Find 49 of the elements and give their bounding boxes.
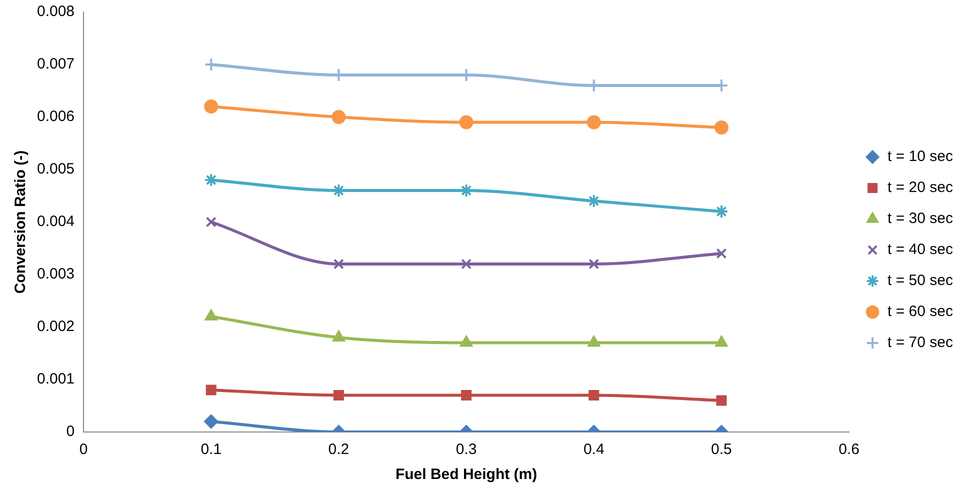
x-tick-label: 0.6 xyxy=(838,441,860,458)
y-tick-label: 0.007 xyxy=(36,56,75,73)
y-tick-label: 0.004 xyxy=(36,213,75,230)
point xyxy=(204,310,218,320)
point xyxy=(332,184,346,198)
point xyxy=(716,395,727,406)
point xyxy=(588,390,600,400)
legend-label: t = 30 sec xyxy=(888,210,954,228)
point xyxy=(588,258,600,270)
x-tick-label: 0.3 xyxy=(456,441,477,458)
y-axis-title: Conversion Ratio (-) xyxy=(12,150,30,294)
point xyxy=(460,336,472,347)
y-tick-label: 0.001 xyxy=(36,370,75,388)
point xyxy=(204,173,218,187)
legend-label: t = 50 sec xyxy=(888,272,954,290)
point xyxy=(333,390,344,400)
point xyxy=(204,414,218,428)
x-tick-label: 0.2 xyxy=(328,441,350,458)
legend-label: t = 20 sec xyxy=(888,179,954,196)
legend-label: t = 70 sec xyxy=(888,334,954,352)
point xyxy=(206,384,216,396)
legend-label: t = 10 sec xyxy=(888,148,954,166)
legend-label: t = 40 sec xyxy=(888,241,954,258)
point xyxy=(459,115,474,130)
point xyxy=(586,115,601,130)
point xyxy=(459,184,474,198)
x-tick-label: 0.5 xyxy=(711,441,732,458)
x-axis-title: Fuel Bed Height (m) xyxy=(395,466,538,484)
y-tick-label: 0 xyxy=(66,423,75,440)
x-tick-label: 0.4 xyxy=(583,441,604,458)
point xyxy=(206,216,216,228)
y-tick-label: 0.005 xyxy=(36,160,75,178)
x-tick-label: 0 xyxy=(79,441,88,458)
point xyxy=(332,330,345,342)
y-tick-label: 0.003 xyxy=(36,266,75,283)
point xyxy=(332,110,346,124)
point xyxy=(204,100,218,114)
y-tick-label: 0.008 xyxy=(36,3,75,20)
point xyxy=(461,258,472,270)
x-tick-label: 0.1 xyxy=(200,441,222,458)
y-tick-label: 0.006 xyxy=(36,108,75,126)
point xyxy=(716,248,727,259)
y-tick-label: 0.002 xyxy=(36,318,75,336)
point xyxy=(714,120,728,134)
point xyxy=(461,390,472,400)
legend-label: t = 60 sec xyxy=(888,303,954,320)
point xyxy=(333,258,344,270)
point xyxy=(588,336,600,347)
point xyxy=(715,336,728,347)
